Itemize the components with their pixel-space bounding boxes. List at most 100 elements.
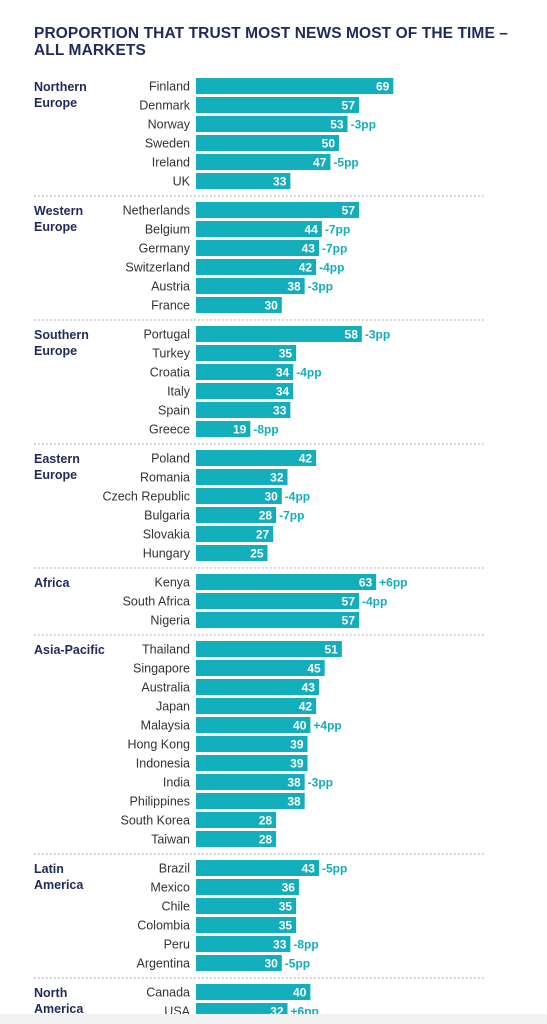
country-label: India [163,776,190,790]
bar [196,97,360,113]
bar [196,545,268,561]
value-label: 47 [313,156,327,170]
country-label: Belgium [145,223,190,237]
bar [196,812,277,828]
country-label: USA [164,1005,190,1015]
value-label: 30 [264,299,278,313]
bar [196,1003,288,1014]
value-label: 33 [273,938,287,952]
country-label: Bulgaria [144,509,190,523]
bar [196,831,277,847]
value-label: 57 [342,595,356,609]
change-label: -3pp [351,118,376,132]
country-label: Romania [140,471,190,485]
change-label: -3pp [308,776,333,790]
group-label: Europe [34,220,77,234]
change-label: -4pp [296,366,321,380]
bar [196,679,319,695]
group-label: America [34,878,84,892]
bar [196,364,294,380]
change-label: -7pp [279,509,304,523]
change-label: -3pp [308,280,333,294]
bar [196,202,360,218]
value-label: 33 [273,404,287,418]
footer-band [0,1014,547,1024]
value-label: 38 [287,776,301,790]
country-label: Czech Republic [102,490,190,504]
value-label: 28 [259,814,273,828]
value-label: 35 [279,900,293,914]
country-label: Colombia [137,919,190,933]
group-label: Europe [34,96,77,110]
change-label: +4pp [313,719,341,733]
country-label: Brazil [159,862,190,876]
value-label: 43 [302,242,316,256]
bar [196,574,377,590]
bar [196,221,322,237]
value-label: 28 [259,833,273,847]
bar [196,345,297,361]
bar [196,421,251,437]
group-label: Southern [34,328,89,342]
group-label: North [34,986,67,1000]
country-label: Taiwan [151,833,190,847]
value-label: 63 [359,576,373,590]
change-label: -8pp [293,938,318,952]
country-label: Mexico [150,881,190,895]
value-label: 58 [345,328,359,342]
country-label: Singapore [133,662,190,676]
value-label: 44 [304,223,318,237]
change-label: -3pp [365,328,390,342]
bar [196,698,317,714]
country-label: UK [173,175,191,189]
change-label: -5pp [322,862,347,876]
bar [196,736,308,752]
change-label: -4pp [319,261,344,275]
country-label: Finland [149,80,190,94]
bar [196,526,274,542]
value-label: 32 [270,1005,284,1015]
value-label: 57 [342,204,356,218]
bar [196,641,342,657]
change-label: -4pp [285,490,310,504]
value-label: 69 [376,80,390,94]
value-label: 34 [276,385,290,399]
value-label: 42 [299,261,313,275]
bar [196,116,348,132]
change-label: -7pp [322,242,347,256]
bar [196,383,294,399]
bar [196,450,317,466]
value-label: 32 [270,471,284,485]
change-label: -5pp [333,156,358,170]
bar [196,326,362,342]
country-label: South Africa [123,595,190,609]
value-label: 40 [293,986,307,1000]
value-label: 27 [256,528,270,542]
value-label: 45 [307,662,321,676]
bar [196,469,288,485]
country-label: Indonesia [136,757,190,771]
country-label: Sweden [145,137,190,151]
bar [196,78,394,94]
bar [196,917,297,933]
value-label: 42 [299,700,313,714]
country-label: Turkey [152,347,190,361]
value-label: 28 [259,509,273,523]
change-label: -7pp [325,223,350,237]
bar [196,507,277,523]
country-label: Nigeria [150,614,190,628]
bar [196,717,311,733]
group-label: Europe [34,344,77,358]
group-label: Latin [34,862,64,876]
country-label: Croatia [150,366,190,380]
country-label: Slovakia [143,528,190,542]
value-label: 38 [287,795,301,809]
country-label: Canada [146,986,190,1000]
country-label: Hong Kong [127,738,190,752]
country-label: Malaysia [141,719,190,733]
bar [196,660,325,676]
country-label: Peru [164,938,190,952]
country-label: Spain [158,404,190,418]
value-label: 43 [302,681,316,695]
